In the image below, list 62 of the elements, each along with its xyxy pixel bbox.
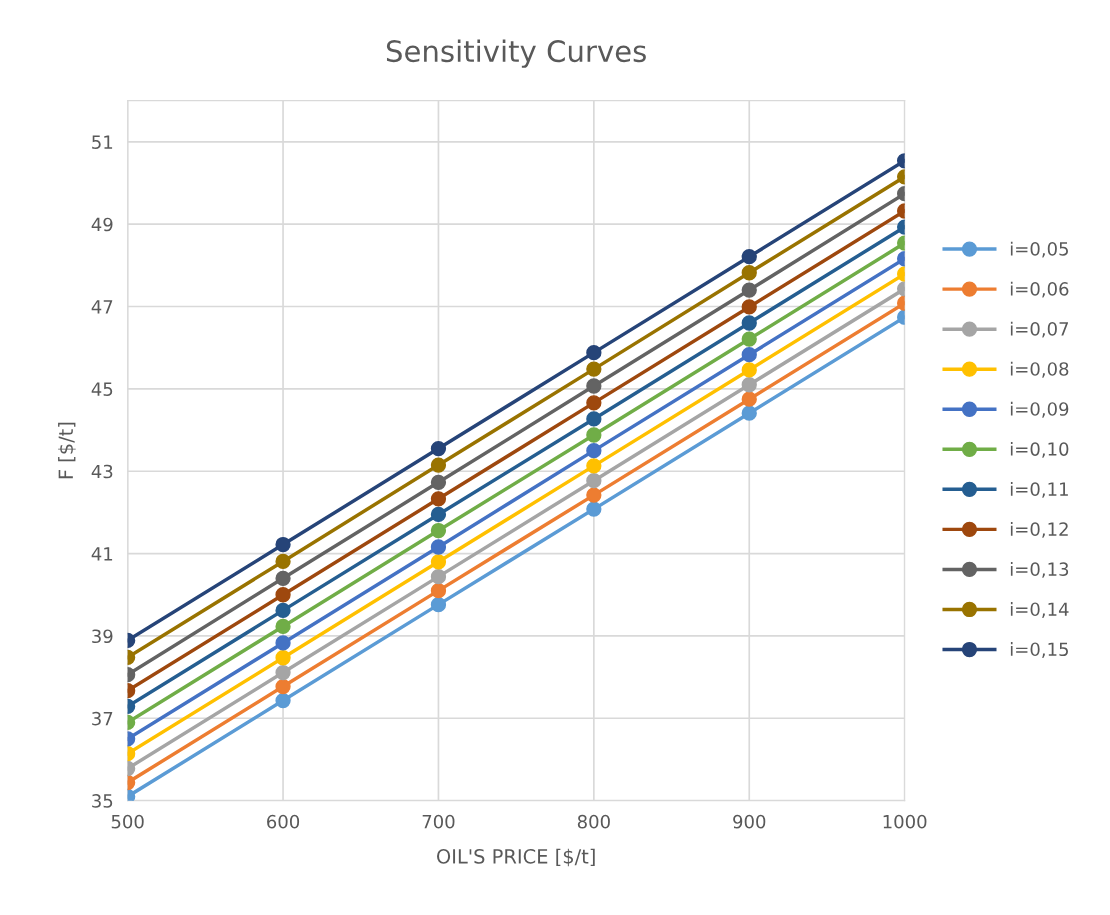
point: [430, 568, 447, 585]
y-tick-label: 37: [92, 711, 113, 726]
legend-label: i=0,08: [1010, 361, 1069, 378]
point: [430, 440, 447, 457]
y-tick-label: 47: [91, 300, 113, 314]
point: [586, 411, 602, 427]
legend-label: i=0,11: [1010, 481, 1068, 498]
point: [586, 442, 602, 459]
x-tick-label: 700: [422, 814, 455, 829]
y-axis-title: F [$/t]: [58, 422, 76, 479]
x-tick-label: 1000: [883, 814, 927, 829]
point: [586, 378, 602, 394]
point: [741, 265, 757, 281]
point: [741, 299, 757, 315]
point: [586, 473, 602, 489]
x-axis-title: OIL'S PRICE [$/t]: [437, 848, 595, 867]
point: [430, 506, 447, 523]
point: [430, 582, 447, 599]
legend-label: i=0,09: [1010, 401, 1069, 418]
x-tick-label: 800: [577, 814, 610, 829]
x-tick-label: 500: [111, 814, 144, 829]
point: [430, 596, 447, 613]
y-tick-label: 35: [92, 794, 113, 808]
point: [586, 427, 602, 443]
point: [741, 347, 757, 363]
point: [586, 361, 602, 377]
y-tick-label: 39: [92, 629, 113, 644]
legend-label: i=0,15: [1010, 642, 1068, 658]
legend-label: i=0,05: [1010, 241, 1068, 258]
legend-label: i=0,07: [1010, 321, 1069, 338]
point: [586, 487, 602, 503]
point: [430, 539, 447, 555]
point: [741, 331, 757, 347]
point: [741, 362, 757, 378]
point: [741, 391, 757, 407]
y-tick-label: 51: [92, 135, 113, 149]
point: [586, 395, 602, 411]
point: [586, 501, 602, 517]
legend-label: i=0,13: [1010, 562, 1069, 578]
point: [741, 315, 757, 331]
legend-label: i=0,12: [1010, 521, 1068, 538]
chart-title: Sensitivity Curves: [386, 39, 646, 68]
legend-label: i=0,14: [1010, 602, 1069, 618]
point: [430, 474, 447, 490]
point: [741, 249, 757, 265]
x-tick-label: 600: [267, 814, 300, 829]
y-tick-label: 41: [91, 547, 113, 561]
point: [586, 345, 602, 361]
legend-label: i=0,10: [1010, 441, 1069, 458]
y-tick-label: 49: [91, 217, 113, 232]
point: [741, 377, 757, 393]
point: [741, 282, 757, 298]
x-tick-label: 900: [733, 814, 766, 829]
legend-label: i=0,06: [1010, 281, 1069, 298]
point: [741, 405, 757, 421]
y-tick-label: 43: [91, 464, 113, 479]
point: [430, 491, 447, 507]
point: [586, 458, 602, 474]
point: [430, 554, 447, 570]
point: [430, 457, 447, 473]
point: [430, 522, 447, 539]
y-tick-label: 45: [91, 382, 113, 396]
